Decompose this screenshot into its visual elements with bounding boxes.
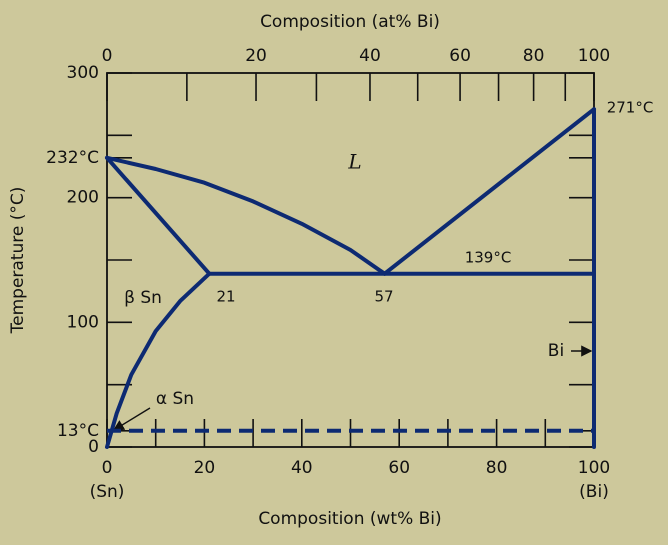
x2-tick-label: 40: [359, 46, 381, 66]
y-tick-label: 100: [67, 312, 99, 332]
phase-boundary: [105, 155, 212, 276]
y-axis-label: Temperature (°C): [8, 187, 28, 335]
x-tick-label: 80: [486, 458, 508, 478]
y-tick-label: 200: [67, 188, 99, 208]
phase-boundary: [105, 271, 212, 449]
phase-boundary: [105, 155, 387, 276]
y-tick-label: 300: [67, 63, 99, 83]
y-tick-label: 13°C: [57, 421, 99, 441]
beta-label: β Sn: [124, 288, 162, 308]
eutectic-temp-label: 139°C: [465, 249, 512, 267]
eutectic-left-label: 21: [216, 288, 235, 306]
x-tick-label: 40: [291, 458, 313, 478]
x2-tick-label: 80: [523, 46, 545, 66]
x-tick-label: 0: [102, 458, 113, 478]
bi-label: Bi: [548, 341, 564, 361]
y-tick-label: 232°C: [46, 148, 99, 168]
x2-tick-label: 100: [578, 46, 610, 66]
liquid-label: L: [347, 150, 361, 174]
x-tick-label: 100: [578, 458, 610, 478]
y-tick-label: 0: [88, 437, 99, 457]
x-tick-label: 60: [388, 458, 410, 478]
x2-axis-label: Composition (at% Bi): [260, 12, 440, 32]
x2-tick-label: 60: [449, 46, 471, 66]
alpha-label: α Sn: [156, 389, 194, 409]
bi-melt-label: 271°C: [607, 99, 654, 117]
phase-boundary: [382, 107, 596, 276]
x2-tick-label: 0: [102, 46, 113, 66]
x-end-label: (Bi): [579, 482, 609, 502]
x-tick-label: 20: [194, 458, 216, 478]
x-end-label: (Sn): [90, 482, 125, 502]
alpha-arrow: [112, 407, 151, 431]
x-axis-label: Composition (wt% Bi): [258, 509, 441, 529]
eutectic-label: 57: [374, 288, 393, 306]
x2-tick-label: 20: [245, 46, 267, 66]
